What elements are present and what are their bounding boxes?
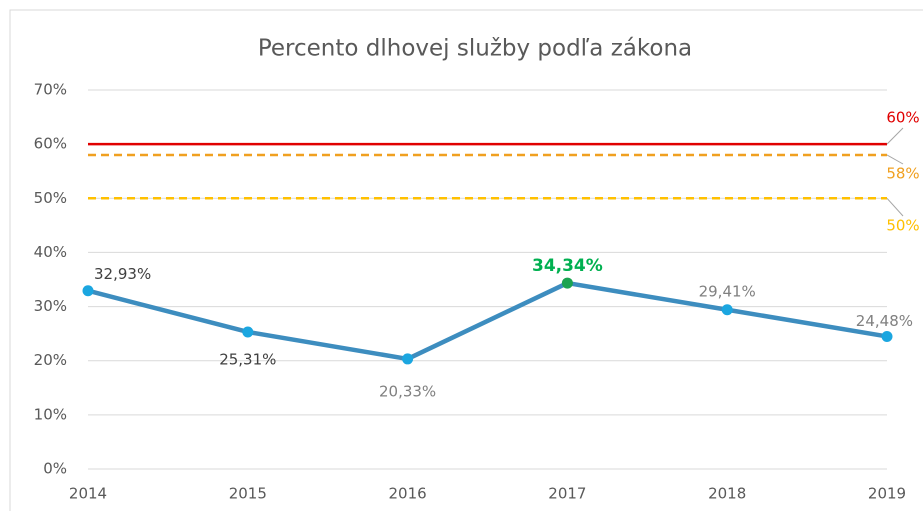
x-tick-label: 2014 [69,485,107,503]
x-tick-label: 2018 [708,485,746,503]
chart-title: Percento dlhovej služby podľa zákona [258,36,692,62]
leader-line [886,154,904,165]
data-point [242,326,254,338]
data-label: 20,33% [379,382,436,400]
data-point [721,304,733,316]
data-label: 34,34% [532,256,603,276]
reference-label: 58% [886,165,919,183]
y-tick-label: 50% [34,189,67,207]
y-tick-label: 30% [34,297,67,315]
x-tick-label: 2016 [389,485,427,503]
y-tick-label: 40% [34,243,67,261]
series-line [87,280,888,362]
y-tick-label: 20% [34,351,67,369]
data-point [561,277,573,289]
y-tick-label: 60% [34,135,67,153]
y-tick-label: 0% [43,460,67,478]
reference-label: 60% [886,109,919,127]
data-label: 25,31% [219,350,276,368]
chart-frame [9,9,923,511]
leader-line [886,127,904,145]
y-tick-label: 10% [34,405,67,423]
reference-label: 50% [886,217,919,235]
data-point [402,353,414,365]
data-point [881,330,893,342]
y-tick-label: 70% [34,81,67,99]
x-tick-label: 2015 [229,485,267,503]
data-label: 29,41% [699,282,756,300]
data-label: 32,93% [94,265,151,283]
data-point [82,285,94,297]
leader-line [886,197,904,217]
x-tick-label: 2017 [548,485,586,503]
x-tick-label: 2019 [868,485,906,503]
data-label: 24,48% [856,312,913,330]
